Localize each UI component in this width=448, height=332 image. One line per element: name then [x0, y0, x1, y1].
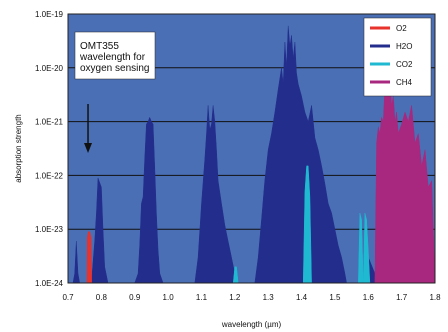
x-axis-label: wavelength (µm)	[221, 320, 282, 329]
annotation-line-3: oxygen sensing	[80, 63, 150, 74]
series-o2-area	[86, 231, 92, 284]
x-tick-labels: 0.7 0.8 0.9 1.0 1.1 1.2 1.3 1.4 1.5 1.6 1.7 1.8	[62, 293, 441, 302]
x-tick-label: 0.7	[62, 293, 74, 302]
x-tick-label: 1.8	[429, 293, 441, 302]
y-tick-label: 1.0E-23	[35, 225, 64, 234]
y-tick-label: 1.0E-21	[35, 118, 64, 127]
legend-label-co2: CO2	[396, 60, 413, 69]
y-tick-labels: 1.0E-24 1.0E-23 1.0E-22 1.0E-21 1.0E-20 1.0E-…	[35, 10, 64, 288]
x-tick-label: 1.7	[396, 293, 408, 302]
x-tick-label: 1.4	[296, 293, 308, 302]
x-tick-label: 1.2	[229, 293, 241, 302]
y-tick-label: 1.0E-20	[35, 64, 64, 73]
x-tick-label: 1.1	[196, 293, 208, 302]
y-tick-label: 1.0E-19	[35, 10, 64, 19]
x-tick-label: 1.0	[163, 293, 175, 302]
series-ch4-area	[374, 79, 436, 284]
y-axis-label: absorption strength	[14, 114, 23, 183]
annotation-line-2: wavelength for	[79, 52, 146, 63]
legend-label-h2o: H2O	[396, 42, 412, 51]
annotation-line-1: OMT355	[80, 41, 119, 52]
plot-frame	[67, 13, 436, 284]
annotation-box	[74, 31, 156, 80]
x-tick-label: 1.6	[363, 293, 375, 302]
legend-label-o2: O2	[396, 24, 407, 33]
series-layer	[68, 25, 436, 284]
y-tick-label: 1.0E-22	[35, 171, 64, 180]
legend-items: O2 H2O CO2 CH4	[370, 24, 413, 87]
x-tick-label: 0.8	[96, 293, 108, 302]
annotation: OMT355 wavelength for oxygen sensing	[74, 31, 156, 153]
y-tick-label: 1.0E-24	[35, 279, 64, 288]
legend: O2 H2O CO2 CH4	[363, 17, 432, 97]
x-tick-label: 0.9	[129, 293, 141, 302]
x-tick-label: 1.5	[329, 293, 341, 302]
legend-label-ch4: CH4	[396, 78, 413, 87]
annotation-arrowhead	[84, 143, 93, 153]
x-tick-label: 1.3	[263, 293, 275, 302]
